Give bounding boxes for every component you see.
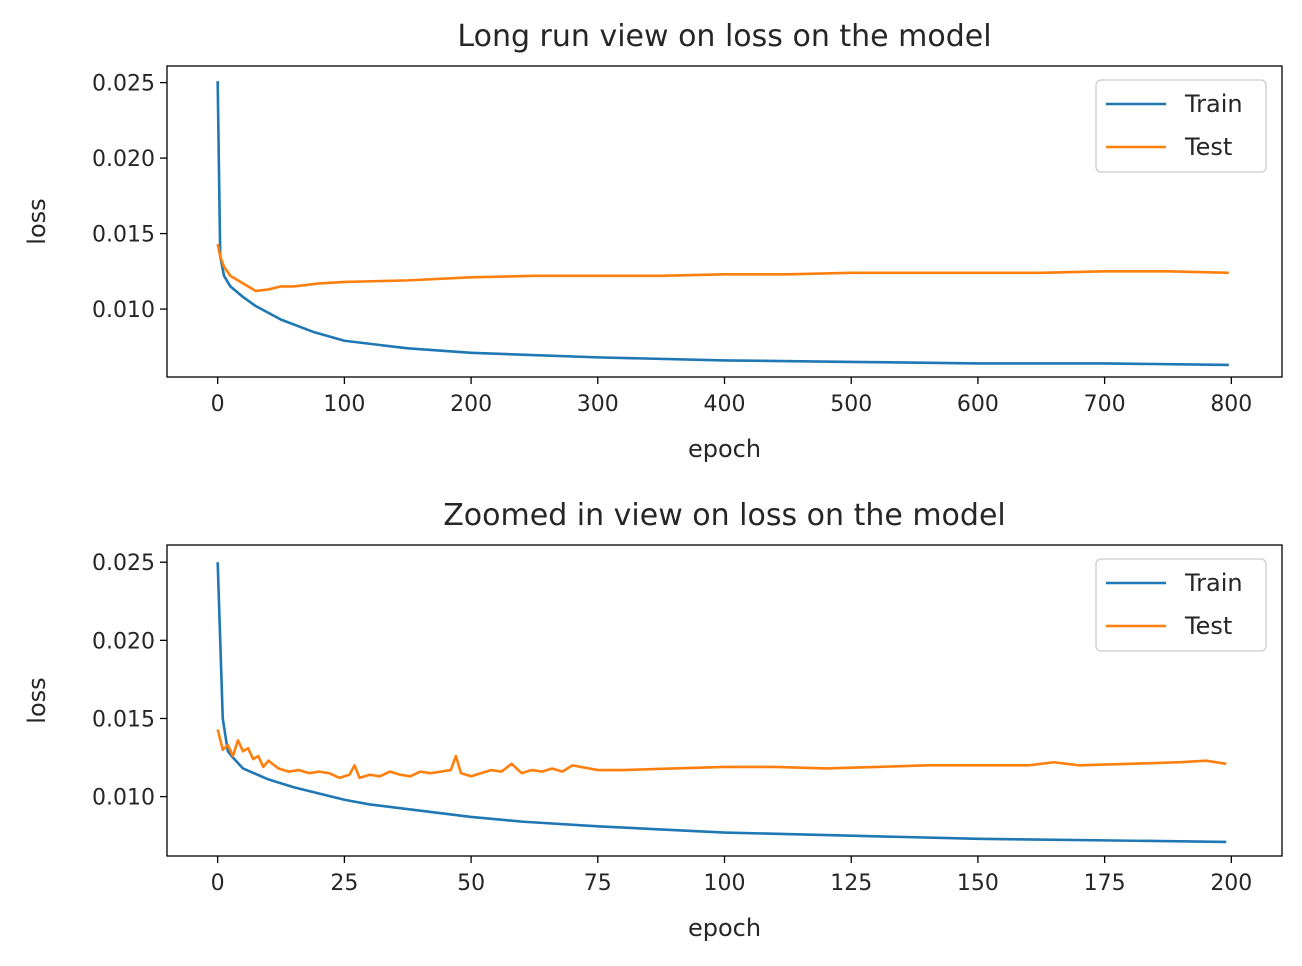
series-line-test xyxy=(216,243,1229,293)
legend-label-train: Train xyxy=(1184,569,1243,597)
x-tick-label: 175 xyxy=(1084,871,1126,896)
x-tick-label: 600 xyxy=(957,392,999,417)
x-tick-label: 500 xyxy=(830,392,872,417)
x-tick-label: 200 xyxy=(1210,871,1252,896)
series-line-test xyxy=(216,729,1227,780)
legend: Train Test xyxy=(1095,79,1267,173)
chart-panel-2: Zoomed in view on loss on the model 0 25 50… xyxy=(23,498,1283,942)
x-tick-label: 125 xyxy=(830,871,872,896)
chart-title: Long run view on loss on the model xyxy=(457,19,991,54)
x-tick-label: 75 xyxy=(584,871,612,896)
y-axis-label: loss xyxy=(23,677,51,723)
x-axis-label: epoch xyxy=(688,435,761,463)
y-axis-label: loss xyxy=(23,198,51,244)
x-tick-label: 300 xyxy=(577,392,619,417)
series-line-train xyxy=(216,81,1229,367)
y-tick-label: 0.025 xyxy=(92,72,155,97)
x-tick-label: 0 xyxy=(211,871,225,896)
x-axis-label: epoch xyxy=(688,914,761,942)
x-tick-label: 700 xyxy=(1084,392,1126,417)
y-tick-label: 0.010 xyxy=(92,298,155,323)
x-tick-label: 0 xyxy=(211,392,225,417)
y-tick-label: 0.015 xyxy=(92,707,155,732)
chart-title: Zoomed in view on loss on the model xyxy=(443,498,1006,533)
chart-panel-1: Long run view on loss on the model 0 100 20… xyxy=(23,19,1283,463)
y-tick-label: 0.010 xyxy=(92,786,155,811)
legend: Train Test xyxy=(1095,558,1267,652)
x-tick-label: 200 xyxy=(450,392,492,417)
x-tick-label: 100 xyxy=(323,392,365,417)
y-tick-label: 0.015 xyxy=(92,223,155,248)
legend-label-test: Test xyxy=(1184,133,1232,161)
x-tick-label: 100 xyxy=(704,871,746,896)
x-tick-label: 800 xyxy=(1210,392,1252,417)
legend-label-train: Train xyxy=(1184,90,1243,118)
x-tick-label: 400 xyxy=(704,392,746,417)
y-tick-label: 0.020 xyxy=(92,629,155,654)
x-tick-label: 150 xyxy=(957,871,999,896)
x-tick-label: 25 xyxy=(330,871,358,896)
y-tick-label: 0.025 xyxy=(92,551,155,576)
legend-label-test: Test xyxy=(1184,612,1232,640)
series-line-train xyxy=(216,562,1227,844)
x-tick-label: 50 xyxy=(457,871,485,896)
y-tick-label: 0.020 xyxy=(92,147,155,172)
